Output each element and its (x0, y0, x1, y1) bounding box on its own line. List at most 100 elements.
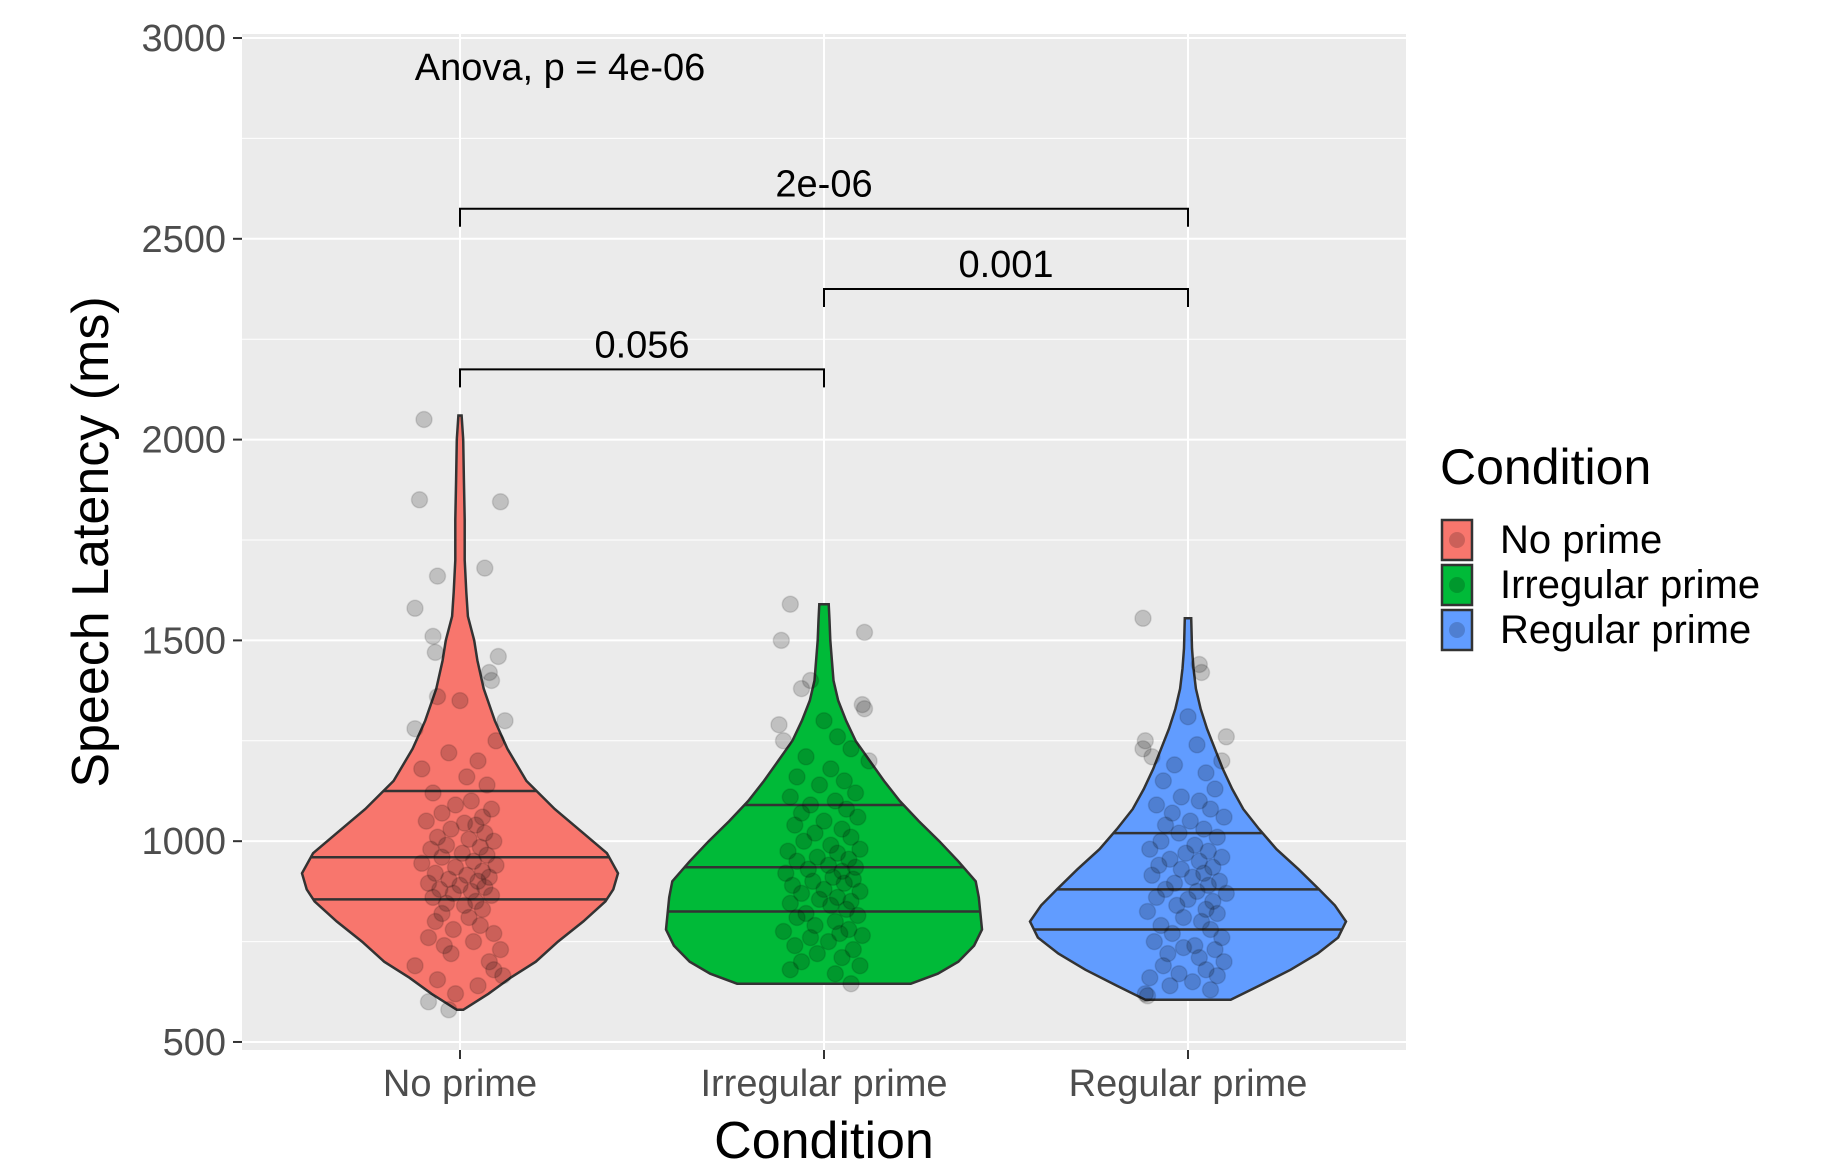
data-point (1163, 924, 1182, 943)
data-point (464, 852, 483, 871)
data-point (851, 882, 869, 901)
data-point (458, 768, 476, 786)
data-point (1199, 876, 1218, 895)
data-point (469, 976, 487, 995)
data-point (781, 960, 800, 979)
data-point (1201, 800, 1220, 818)
data-point (1147, 796, 1166, 814)
data-point (410, 491, 429, 509)
data-point (810, 776, 829, 794)
data-point (853, 695, 872, 714)
data-point (444, 884, 463, 903)
data-point (496, 711, 514, 730)
violins (300, 414, 1348, 1012)
data-point (428, 828, 447, 846)
data-point (464, 932, 483, 951)
y-tick-label: 2500 (141, 219, 226, 261)
data-point (455, 814, 474, 832)
legend-point (1449, 532, 1465, 548)
data-point (467, 816, 485, 834)
violin-irregular-prime (664, 602, 984, 985)
data-point (1172, 860, 1191, 879)
data-point (469, 752, 487, 770)
jitter-points (406, 410, 1236, 1019)
axes: 500 1000 1500 2000 2500 3000 No prime Irregular… (141, 18, 1307, 1105)
data-point (417, 812, 436, 830)
data-point (833, 862, 851, 881)
data-point (480, 868, 499, 887)
data-point (422, 840, 440, 858)
data-point (473, 808, 492, 826)
data-point (1213, 928, 1231, 947)
data-point (846, 784, 865, 802)
data-point (855, 623, 874, 642)
data-point (451, 691, 469, 710)
data-point (471, 916, 490, 935)
x-tick-label: Regular prime (1069, 1063, 1308, 1105)
data-point (446, 796, 465, 814)
data-point (806, 824, 824, 842)
data-point (1161, 976, 1179, 995)
data-point (489, 647, 508, 666)
data-point (822, 760, 840, 778)
data-point (1199, 842, 1218, 860)
data-point (777, 864, 795, 883)
data-point (1192, 663, 1211, 682)
data-point (476, 878, 494, 897)
data-point (446, 985, 465, 1003)
data-point (1190, 655, 1209, 674)
data-point (1197, 900, 1215, 919)
data-point (851, 840, 869, 858)
data-point (1213, 848, 1231, 866)
data-point (774, 732, 793, 750)
comparison-bracket (459, 207, 1189, 227)
data-point (406, 599, 424, 618)
data-point (772, 631, 791, 650)
data-point (788, 908, 806, 927)
data-point (406, 956, 424, 975)
data-point (842, 740, 860, 758)
data-point (781, 894, 800, 913)
data-point (1179, 707, 1197, 726)
data-point (788, 852, 806, 871)
comparison-p-value: 0.001 (958, 244, 1053, 286)
data-point (433, 804, 451, 822)
data-point (1159, 944, 1177, 963)
data-point (442, 944, 460, 963)
data-point (1183, 972, 1202, 991)
legend-label: No prime (1500, 518, 1662, 562)
data-point (1138, 987, 1157, 1005)
comparison-bracket (823, 288, 1189, 308)
data-point (860, 752, 878, 770)
data-point (413, 854, 431, 873)
data-point (837, 800, 856, 818)
data-point (1163, 804, 1182, 822)
data-point (788, 768, 806, 786)
data-point (808, 944, 827, 963)
data-point (460, 830, 478, 848)
data-point (849, 906, 867, 925)
data-point (469, 872, 487, 891)
data-point (485, 960, 503, 979)
data-point (1172, 788, 1191, 806)
data-point (413, 760, 431, 778)
data-point (478, 846, 496, 864)
data-point (419, 993, 438, 1011)
data-point (1208, 904, 1227, 923)
data-point (1168, 896, 1186, 915)
data-point (426, 864, 445, 883)
data-point (1134, 740, 1152, 758)
comparison-bracket (459, 368, 825, 388)
data-point (424, 888, 442, 907)
data-point (1156, 816, 1175, 834)
x-tick-label: No prime (383, 1063, 537, 1105)
data-point (828, 888, 847, 907)
data-point (1152, 832, 1170, 850)
data-point (1138, 902, 1157, 921)
data-point (826, 912, 845, 931)
data-point (783, 876, 802, 895)
data-point (437, 894, 456, 913)
data-point (473, 900, 492, 919)
data-point (471, 838, 490, 856)
data-point (831, 924, 849, 943)
